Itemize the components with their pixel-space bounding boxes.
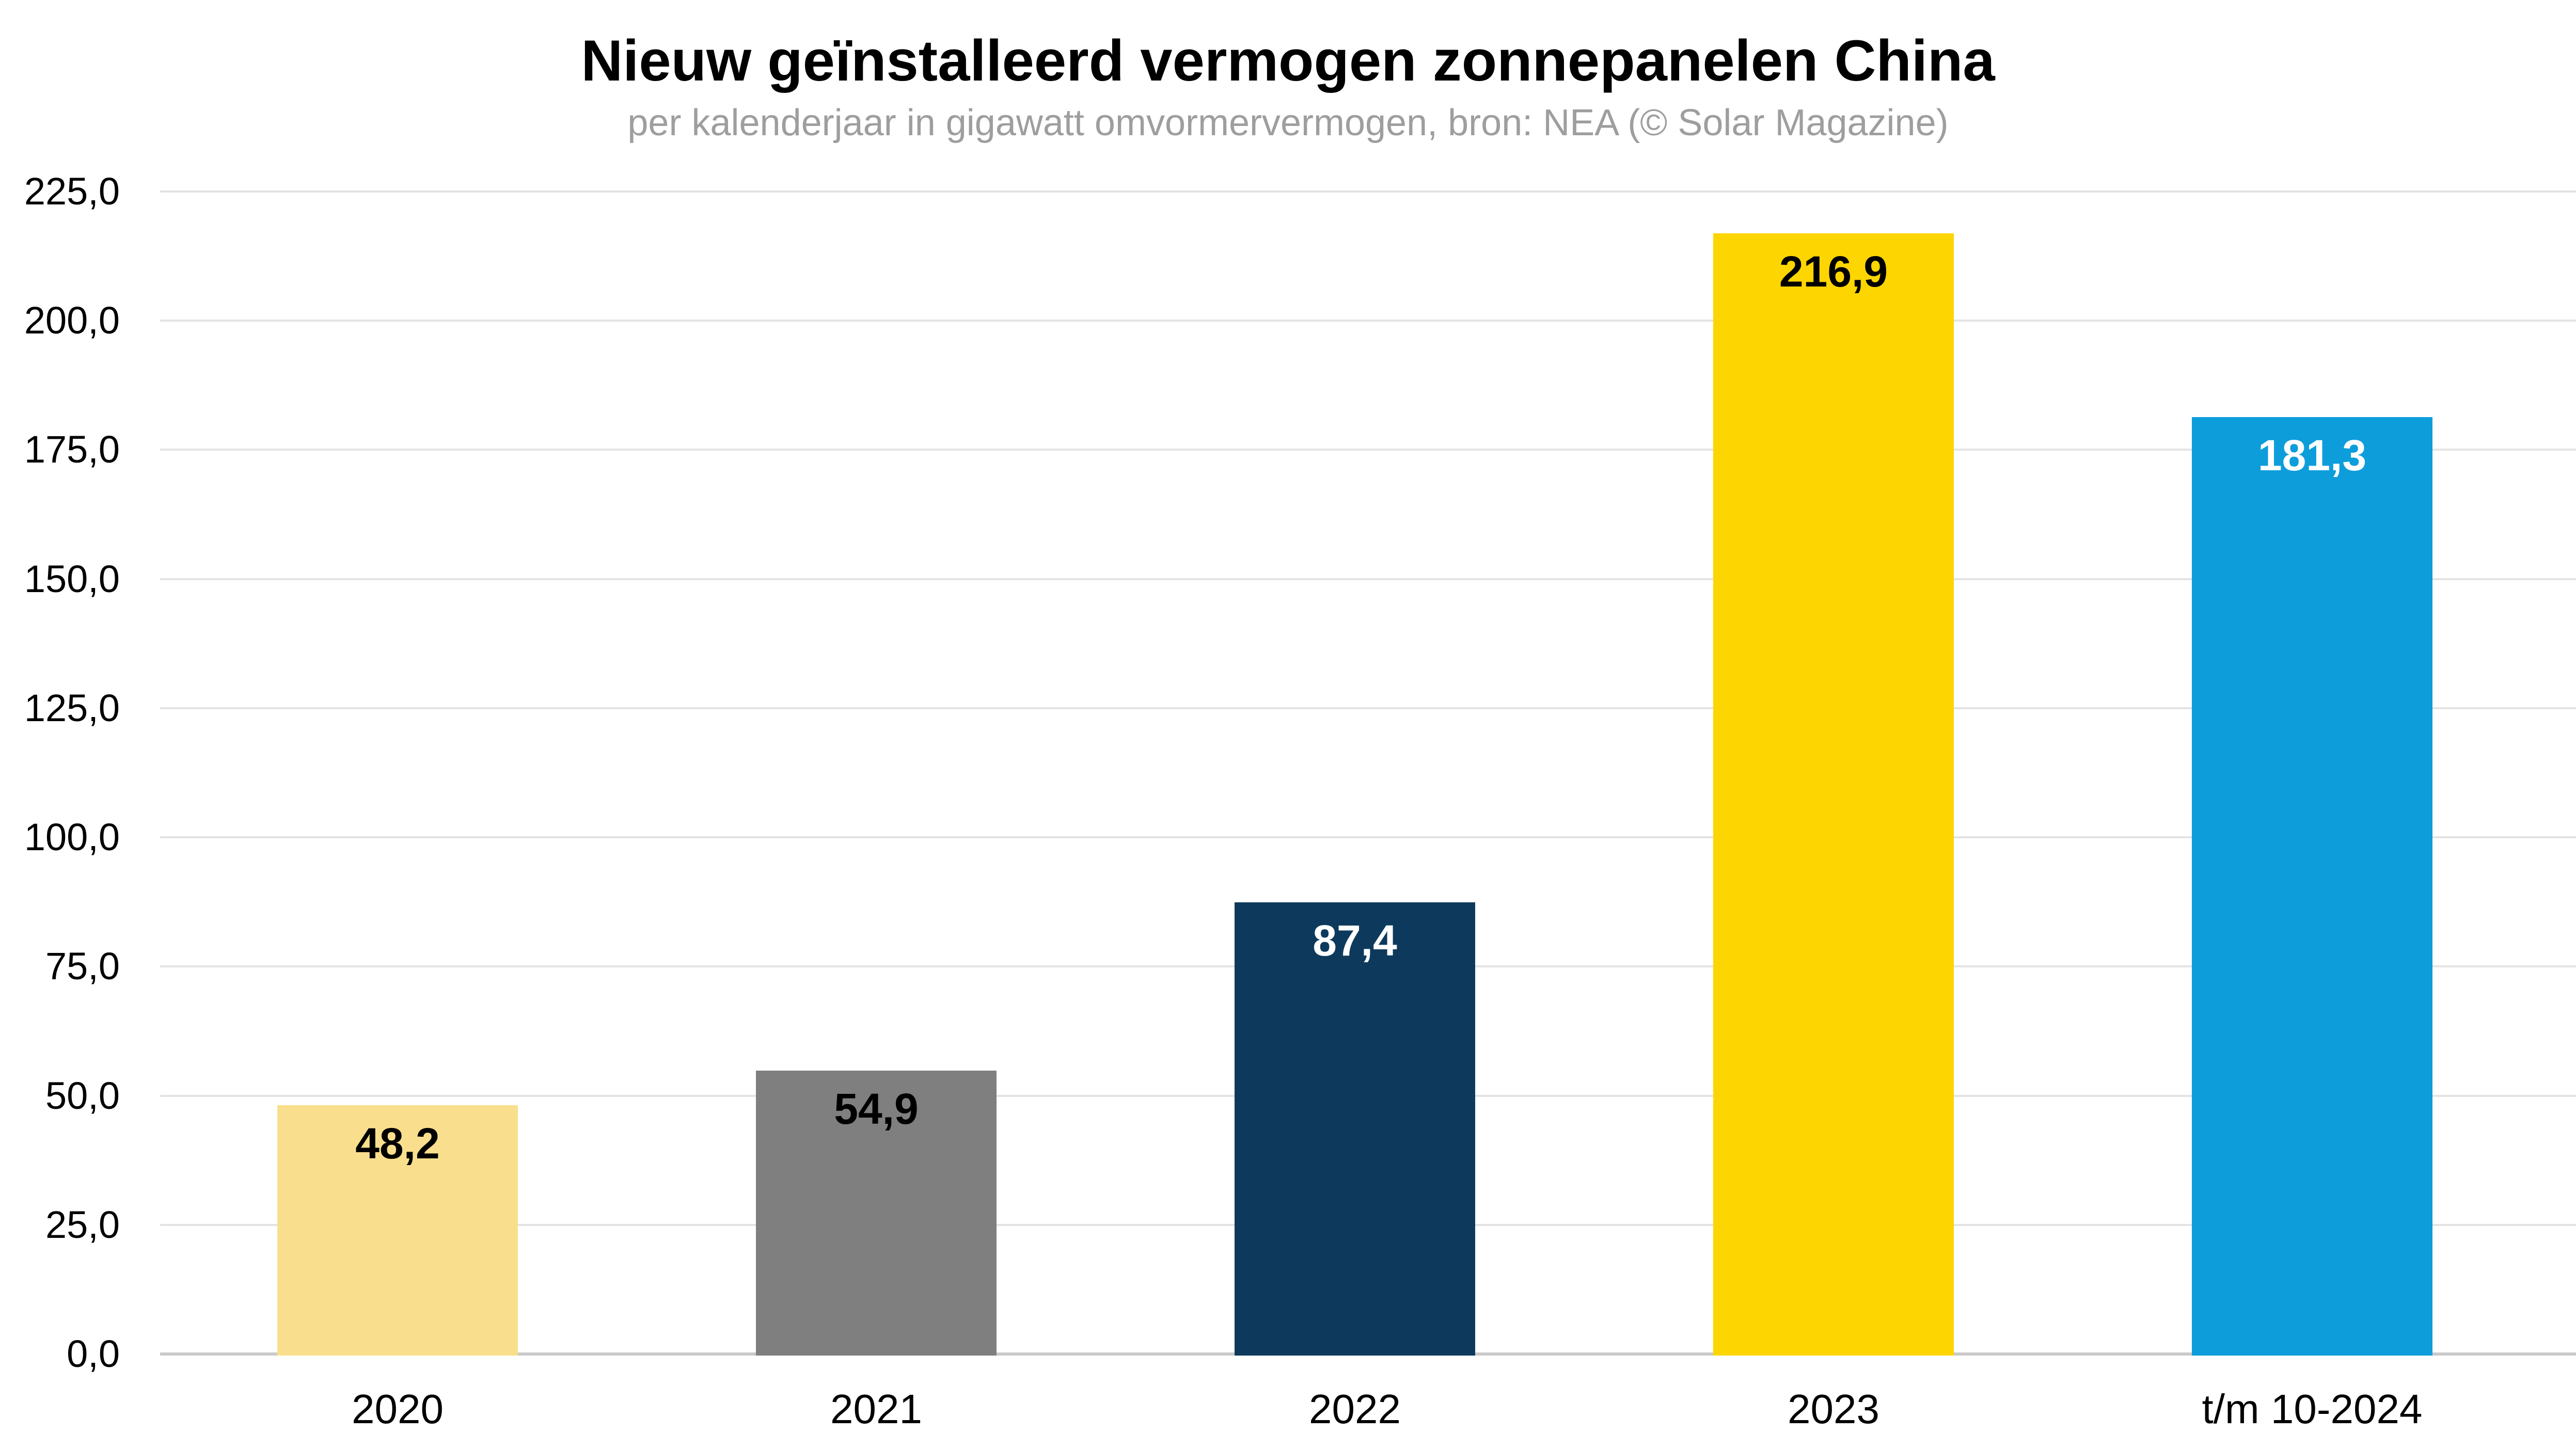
y-tick-label-125: 125,0 <box>24 686 120 729</box>
bar-2022: 87,4 <box>1235 902 1475 1356</box>
chart-title: Nieuw geïnstalleerd vermogen zonnepanele… <box>581 28 1995 93</box>
y-tick-label-25: 25,0 <box>45 1203 120 1246</box>
gridline-200 <box>160 320 2576 322</box>
x-tick-label-2020: 2020 <box>352 1386 444 1432</box>
x-tick-label-t-m-10-2024: t/m 10-2024 <box>2202 1386 2423 1432</box>
bar-value-label-2021: 54,9 <box>834 1084 919 1133</box>
y-tick-label-150: 150,0 <box>24 557 120 600</box>
gridline-225 <box>160 190 2576 193</box>
x-tick-label-2022: 2022 <box>1309 1386 1401 1432</box>
gridline-125 <box>160 707 2576 709</box>
bar-2021: 54,9 <box>756 1070 997 1356</box>
bar-value-label-t-m-10-2024: 181,3 <box>2257 431 2367 480</box>
x-tick-label-2021: 2021 <box>830 1386 922 1432</box>
bar-value-label-2020: 48,2 <box>355 1119 440 1168</box>
chart-subtitle: per kalenderjaar in gigawatt omvormerver… <box>627 102 1949 144</box>
gridline-150 <box>160 578 2576 580</box>
y-tick-label-75: 75,0 <box>45 945 120 988</box>
y-tick-label-175: 175,0 <box>24 428 120 471</box>
y-tick-label-0: 0,0 <box>67 1332 120 1375</box>
y-tick-label-200: 200,0 <box>24 299 120 342</box>
gridline-100 <box>160 836 2576 839</box>
bar-2023: 216,9 <box>1713 233 1954 1356</box>
bar-value-label-2022: 87,4 <box>1313 916 1397 965</box>
x-tick-label-2023: 2023 <box>1788 1386 1879 1432</box>
bar-t-m-10-2024: 181,3 <box>2192 417 2432 1356</box>
y-tick-label-225: 225,0 <box>24 170 120 213</box>
bar-value-label-2023: 216,9 <box>1779 247 1888 296</box>
bar-2020: 48,2 <box>277 1105 518 1356</box>
gridline-175 <box>160 449 2576 451</box>
y-tick-label-50: 50,0 <box>45 1074 120 1117</box>
y-tick-label-100: 100,0 <box>24 816 120 859</box>
